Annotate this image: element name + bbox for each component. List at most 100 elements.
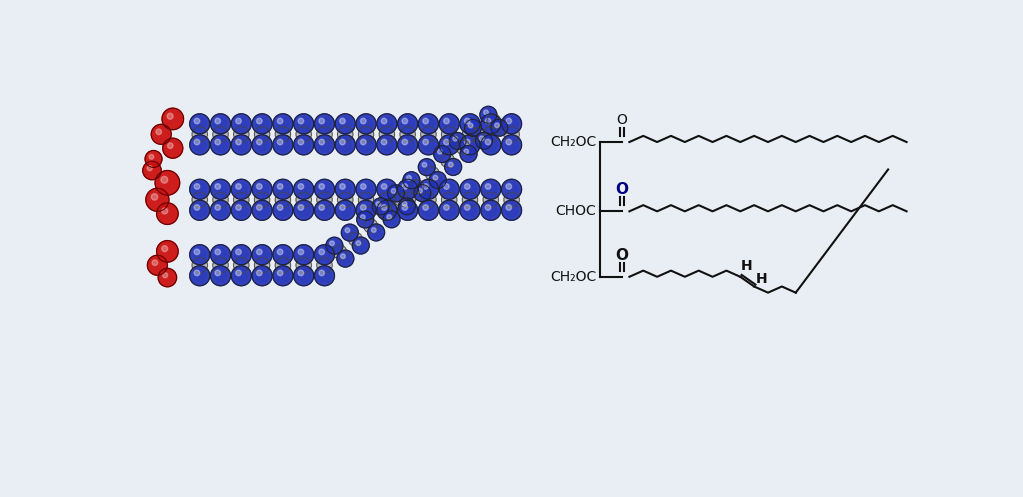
Circle shape	[214, 248, 227, 261]
Circle shape	[479, 136, 484, 141]
Circle shape	[395, 193, 408, 207]
Circle shape	[382, 139, 387, 145]
Circle shape	[367, 224, 385, 241]
Circle shape	[237, 262, 241, 265]
Circle shape	[381, 183, 394, 196]
Circle shape	[504, 127, 520, 142]
Circle shape	[463, 183, 477, 196]
Circle shape	[376, 114, 397, 134]
Circle shape	[339, 204, 352, 217]
Circle shape	[439, 200, 459, 220]
Circle shape	[273, 179, 293, 199]
Circle shape	[382, 184, 387, 189]
Circle shape	[340, 184, 345, 189]
Circle shape	[326, 237, 343, 254]
Circle shape	[420, 192, 436, 207]
Circle shape	[297, 248, 310, 261]
Circle shape	[362, 196, 366, 200]
Circle shape	[491, 118, 494, 122]
Circle shape	[276, 248, 290, 261]
Circle shape	[297, 269, 310, 282]
Circle shape	[345, 227, 355, 238]
Circle shape	[433, 174, 443, 185]
Circle shape	[300, 262, 304, 265]
Circle shape	[421, 204, 435, 217]
Circle shape	[215, 205, 221, 210]
Circle shape	[189, 245, 210, 265]
Circle shape	[340, 253, 351, 264]
Circle shape	[358, 192, 373, 207]
Circle shape	[277, 139, 283, 145]
Circle shape	[233, 192, 249, 207]
Circle shape	[298, 118, 304, 124]
Circle shape	[456, 141, 470, 155]
Circle shape	[449, 133, 466, 150]
Circle shape	[162, 246, 168, 251]
Circle shape	[387, 215, 392, 219]
Circle shape	[193, 117, 207, 130]
Circle shape	[460, 200, 480, 220]
Circle shape	[275, 127, 291, 142]
Circle shape	[359, 117, 372, 130]
Circle shape	[189, 135, 210, 155]
Circle shape	[356, 200, 376, 220]
Circle shape	[257, 249, 262, 255]
Circle shape	[345, 228, 350, 233]
Circle shape	[194, 205, 199, 210]
Circle shape	[294, 266, 314, 286]
Circle shape	[192, 257, 208, 273]
Circle shape	[314, 179, 335, 199]
Circle shape	[370, 227, 382, 238]
Circle shape	[336, 135, 355, 155]
Circle shape	[319, 139, 324, 145]
Circle shape	[162, 208, 168, 214]
Circle shape	[485, 184, 491, 189]
Circle shape	[462, 127, 478, 142]
Circle shape	[380, 192, 395, 207]
Circle shape	[372, 198, 389, 215]
Text: CH₂OC: CH₂OC	[550, 135, 596, 149]
Circle shape	[400, 127, 415, 142]
Circle shape	[168, 143, 173, 149]
Circle shape	[255, 127, 270, 142]
Circle shape	[336, 114, 355, 134]
Circle shape	[273, 114, 293, 134]
Circle shape	[487, 196, 491, 200]
Circle shape	[448, 162, 458, 172]
Circle shape	[217, 196, 221, 200]
Circle shape	[401, 117, 414, 130]
Circle shape	[342, 131, 346, 135]
Circle shape	[479, 135, 489, 146]
Circle shape	[483, 192, 498, 207]
Circle shape	[211, 179, 230, 199]
Circle shape	[491, 119, 507, 136]
Circle shape	[259, 196, 263, 200]
Circle shape	[211, 135, 230, 155]
Circle shape	[167, 113, 173, 119]
Circle shape	[422, 139, 429, 145]
Circle shape	[398, 197, 402, 200]
Circle shape	[484, 117, 497, 130]
Circle shape	[319, 249, 324, 255]
Circle shape	[318, 138, 331, 152]
Circle shape	[506, 184, 512, 189]
Circle shape	[402, 205, 407, 210]
Circle shape	[259, 131, 263, 135]
Circle shape	[357, 211, 373, 228]
Circle shape	[420, 127, 436, 142]
Circle shape	[460, 135, 480, 155]
Circle shape	[211, 266, 230, 286]
Circle shape	[337, 250, 354, 267]
Circle shape	[340, 139, 345, 145]
Circle shape	[163, 138, 183, 158]
Circle shape	[340, 118, 345, 124]
Circle shape	[506, 118, 512, 124]
Circle shape	[433, 175, 438, 180]
Circle shape	[294, 179, 314, 199]
Circle shape	[192, 192, 208, 207]
Circle shape	[360, 205, 366, 210]
Text: CHOC: CHOC	[555, 204, 596, 218]
Circle shape	[317, 127, 332, 142]
Circle shape	[318, 204, 331, 217]
Circle shape	[446, 131, 449, 135]
